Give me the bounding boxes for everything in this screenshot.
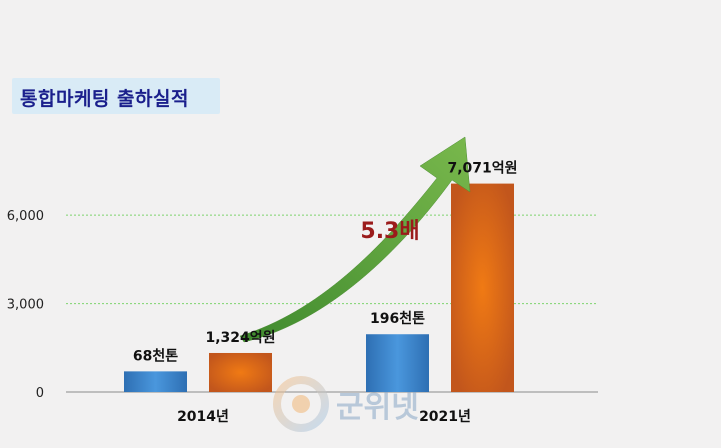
y-tick-label: 3,000: [7, 298, 44, 313]
y-tick-label: 6,000: [7, 209, 44, 224]
chart-title-box: 통합마케팅 출하실적: [12, 78, 220, 114]
bar: [366, 334, 429, 392]
bar: [451, 183, 514, 392]
x-tick-label: 2021년: [419, 409, 471, 425]
data-label: 7,071억원: [447, 161, 517, 177]
bar: [209, 352, 272, 392]
watermark: 군위넷: [273, 376, 419, 432]
data-label: 68천톤: [133, 348, 178, 364]
bar: [124, 371, 187, 392]
chart-title: 통합마케팅 출하실적: [20, 88, 189, 110]
data-label: 1,324억원: [205, 330, 275, 346]
growth-arrow: [239, 136, 471, 343]
watermark-text: 군위넷: [336, 390, 419, 425]
growth-annotation: 5.3배: [360, 219, 419, 244]
data-label: 196천톤: [370, 311, 425, 327]
y-tick-label: 0: [36, 386, 44, 401]
x-tick-label: 2014년: [177, 409, 229, 425]
